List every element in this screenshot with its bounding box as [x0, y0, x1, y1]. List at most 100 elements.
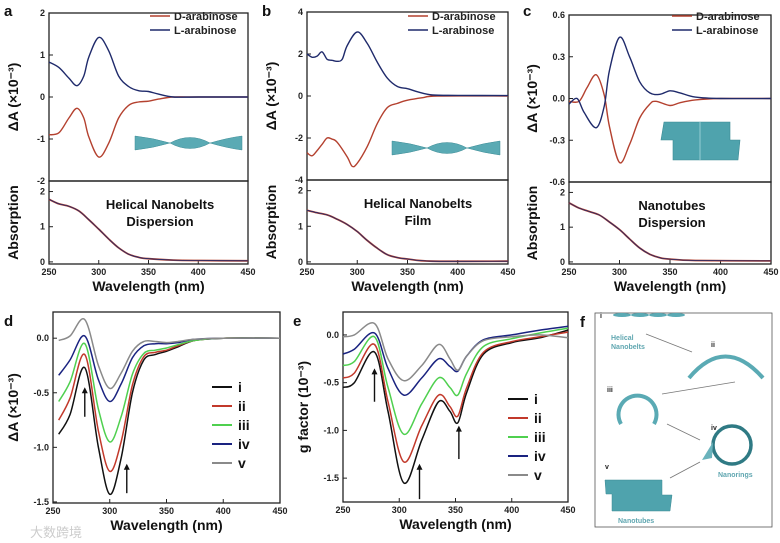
absorption-line-L: [48, 198, 249, 262]
panel-letter-b: b: [262, 3, 271, 20]
x-axis-label: Wavelength (nm): [614, 278, 726, 294]
y-axis-label: Absorption: [5, 185, 21, 260]
y-tick-label: 1: [40, 222, 45, 232]
stage-label-v: v: [605, 464, 609, 471]
y-tick-label: -1: [37, 134, 45, 144]
x-tick-label: 350: [141, 267, 156, 277]
x-tick-label: 450: [500, 267, 515, 277]
y-tick-label: -1.5: [323, 473, 339, 483]
legend-label: iii: [238, 417, 250, 433]
x-tick-label: 350: [159, 506, 174, 516]
arrow-head-icon: [455, 425, 462, 432]
y-axis-label: ΔA (×10⁻³): [524, 64, 540, 133]
annotation-text: Helical Nanobelts: [364, 196, 472, 211]
annotation-text: Film: [405, 213, 432, 228]
watermark: 大数跨境: [30, 525, 82, 540]
x-tick-label: 300: [91, 267, 106, 277]
y-tick-label: -0.5: [323, 378, 339, 388]
absorption-line-L: [568, 202, 772, 262]
nanotubes-label: Nanotubes: [618, 518, 654, 525]
panel-letter-c: c: [523, 3, 531, 20]
y-tick-label: 2: [298, 49, 303, 59]
y-tick-label: -0.6: [549, 177, 565, 187]
legend-label: L-arabinose: [696, 25, 758, 37]
chart-panel-b: b -4 -2 0 2 4 ΔA (×10⁻³) D-arabinose L-arabinose…: [262, 3, 516, 294]
x-tick-label: 400: [191, 267, 206, 277]
y-tick-label: -0.5: [33, 388, 49, 398]
x-tick-label: 250: [335, 505, 350, 515]
y-tick-label: 0.3: [552, 52, 565, 62]
y-tick-label: 0: [298, 91, 303, 101]
chart-panel-a: a -2 -1 0 1 2 ΔA (×10⁻³) D-arabinose L-arabinose…: [4, 3, 256, 294]
y-axis-label: g factor (10⁻³): [295, 361, 311, 453]
x-tick-label: 250: [561, 267, 576, 277]
x-axis-label: Wavelength (nm): [399, 516, 511, 532]
nanorings-label: Nanorings: [718, 472, 753, 479]
y-tick-label: 1: [40, 50, 45, 60]
annotation-text: Dispersion: [638, 215, 705, 230]
panel-f-schematic: f i Helical Nanobelts ii iii iv Nanoring…: [580, 312, 773, 528]
charts-layer: a -2 -1 0 1 2 ΔA (×10⁻³) D-arabinose L-arabinose…: [4, 3, 779, 533]
y-tick-label: 0: [560, 257, 565, 267]
y-tick-label: 0.6: [552, 10, 565, 20]
x-tick-label: 350: [662, 267, 677, 277]
series-line-D: [48, 96, 248, 158]
panel-letter-e: e: [293, 313, 301, 330]
legend-label: v: [238, 455, 246, 471]
series-line-i: [342, 329, 569, 484]
curved-belt-drawing: [687, 354, 765, 380]
y-tick-label: 0.0: [326, 330, 339, 340]
y-tick-label: 2: [40, 8, 45, 18]
x-axis-label: Wavelength (nm): [110, 517, 222, 533]
stage-label-ii: ii: [711, 342, 715, 349]
y-tick-label: -0.3: [549, 135, 565, 145]
x-tick-label: 250: [41, 267, 56, 277]
x-tick-label: 350: [448, 505, 463, 515]
y-axis-label: ΔA (×10⁻³): [5, 63, 21, 132]
x-axis-label: Wavelength (nm): [351, 278, 463, 294]
y-tick-label: -1.5: [33, 497, 49, 507]
legend-label: D-arabinose: [174, 11, 238, 23]
arrow-head-icon: [416, 463, 423, 470]
y-tick-label: -1.0: [323, 425, 339, 435]
annotation-text: Helical Nanobelts: [106, 197, 214, 212]
y-tick-label: -4: [295, 175, 303, 185]
legend-label: i: [238, 379, 242, 395]
absorption-line-L: [306, 209, 509, 262]
series-line-iv: [342, 325, 569, 396]
x-tick-label: 300: [392, 505, 407, 515]
y-axis-label: Absorption: [263, 185, 279, 260]
series-line-ii: [342, 331, 569, 463]
nanotube-inset-c: [660, 121, 741, 161]
y-tick-label: 2: [40, 187, 45, 197]
helical-nanobelt-inset-b: [391, 140, 501, 156]
arrow-iii-iv: [666, 423, 701, 441]
arrow-ii-iii: [661, 381, 736, 395]
arrow-head-icon: [81, 387, 88, 394]
y-tick-label: 1: [298, 221, 303, 231]
legend-label: i: [534, 391, 538, 407]
y-tick-label: 1: [560, 222, 565, 232]
panel-letter-f: f: [580, 314, 586, 331]
chart-panel-e: e 0.0 -0.5 -1.0 -1.5 250 300 350 400 450 Wavelengt…: [293, 311, 576, 532]
open-ring-drawing: [616, 393, 659, 425]
legend-label: iv: [238, 436, 250, 452]
legend-label: v: [534, 467, 542, 483]
series-line-v: [58, 318, 281, 390]
y-tick-label: 0: [40, 257, 45, 267]
series-line-v: [342, 322, 569, 382]
y-axis-label: ΔA (×10⁻³): [263, 62, 279, 131]
legend-label: iv: [534, 448, 546, 464]
x-tick-label: 300: [102, 506, 117, 516]
x-tick-label: 250: [299, 267, 314, 277]
stage-label-i: i: [600, 313, 602, 320]
x-tick-label: 300: [612, 267, 627, 277]
series-line-L: [48, 36, 248, 98]
x-tick-label: 350: [400, 267, 415, 277]
x-tick-label: 300: [350, 267, 365, 277]
legend-label: D-arabinose: [696, 11, 760, 23]
series-line-L: [568, 36, 772, 129]
y-axis-label: Absorption: [524, 186, 540, 261]
